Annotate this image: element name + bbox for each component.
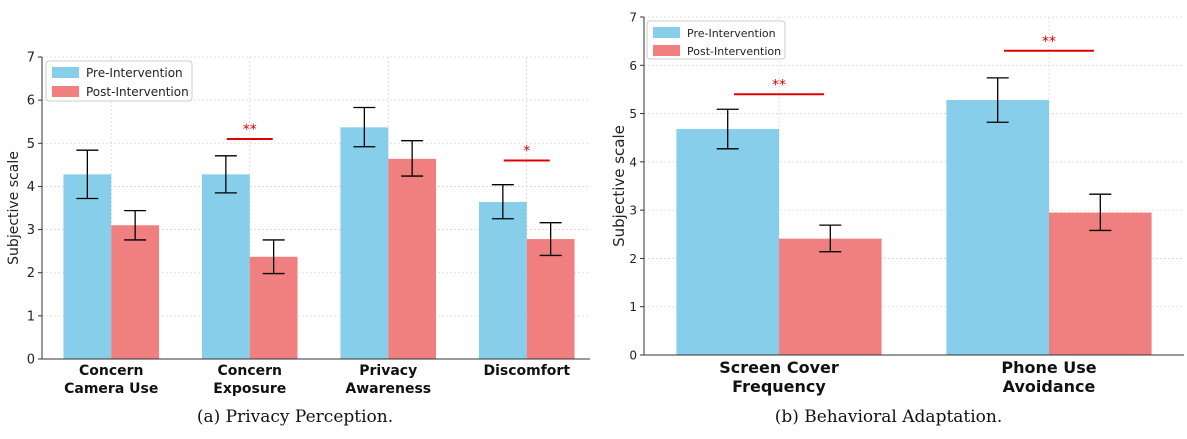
- x-tick-label: Exposure: [213, 381, 286, 397]
- y-tick-label: 6: [629, 59, 637, 73]
- y-axis-label: Subjective scale: [6, 151, 22, 265]
- legend-swatch: [653, 45, 680, 56]
- caption-privacy-perception: (a) Privacy Perception.: [196, 407, 394, 427]
- bar: [111, 225, 160, 359]
- bar: [340, 127, 389, 359]
- legend-label: Pre-Intervention: [86, 66, 183, 80]
- y-tick-label: 4: [27, 180, 35, 195]
- y-tick-label: 3: [629, 204, 637, 218]
- caption-behavioral-adaptation: (b) Behavioral Adaptation.: [774, 407, 1003, 427]
- bar: [779, 238, 882, 355]
- x-tick-label: Concern: [217, 363, 282, 379]
- x-tick-label: Privacy: [359, 363, 417, 379]
- y-tick-label: 1: [27, 309, 35, 324]
- x-tick-label: Avoidance: [1003, 377, 1096, 396]
- y-tick-label: 0: [629, 349, 637, 363]
- bar: [478, 201, 527, 359]
- legend-swatch: [52, 86, 79, 97]
- legend-label: Pre-Intervention: [687, 27, 776, 40]
- y-tick-label: 5: [27, 137, 35, 152]
- y-tick-label: 5: [629, 107, 637, 121]
- y-tick-label: 7: [629, 11, 637, 25]
- y-tick-label: 7: [27, 51, 35, 66]
- x-tick-label: Screen Cover: [719, 358, 839, 377]
- legend-label: Post-Intervention: [86, 85, 189, 99]
- significance-label: **: [243, 122, 257, 138]
- x-tick-label: Awareness: [345, 381, 431, 397]
- y-tick-label: 4: [629, 155, 637, 169]
- bar: [946, 100, 1049, 356]
- bar: [526, 239, 575, 359]
- legend-swatch: [653, 27, 680, 38]
- bar: [676, 129, 779, 355]
- significance-label: **: [772, 77, 786, 93]
- legend-box: [45, 60, 193, 102]
- bar: [63, 174, 112, 359]
- y-tick-label: 1: [629, 300, 637, 314]
- legend-label: Post-Intervention: [687, 45, 781, 58]
- legend-box: [646, 20, 786, 60]
- legend-swatch: [52, 67, 79, 78]
- significance-label: **: [1042, 34, 1056, 50]
- y-tick-label: 2: [629, 252, 637, 266]
- x-tick-label: Concern: [79, 363, 144, 379]
- bar: [201, 174, 250, 359]
- x-tick-label: Frequency: [732, 377, 826, 396]
- y-tick-label: 6: [27, 94, 35, 109]
- x-tick-label: Discomfort: [483, 363, 570, 379]
- significance-label: *: [523, 144, 530, 160]
- y-tick-label: 0: [27, 353, 35, 368]
- y-axis-label: Subjective scale: [610, 125, 628, 247]
- y-tick-label: 2: [27, 266, 35, 281]
- bar: [1049, 212, 1152, 355]
- x-tick-label: Camera Use: [64, 381, 158, 397]
- bar: [388, 158, 437, 359]
- x-tick-label: Phone Use: [1001, 358, 1096, 377]
- behavioral-adaptation-chart: ** ** 0 1 2 3 4 5 6 7 Subjective scale Screen Cover…: [610, 11, 1184, 396]
- y-tick-label: 3: [27, 223, 35, 238]
